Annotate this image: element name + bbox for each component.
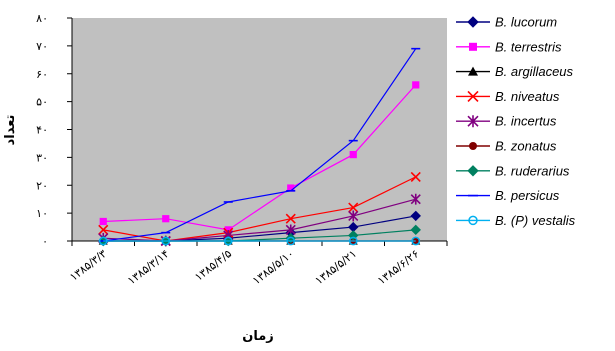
data-point — [410, 210, 421, 222]
data-point — [223, 236, 233, 246]
legend-marker — [467, 115, 479, 128]
y-tick-label: ۶۰ — [36, 68, 48, 81]
x-tick-label: ۱۳۸۵/۵/۲۱ — [313, 247, 359, 287]
legend-label: B. argillaceus — [495, 64, 574, 79]
y-tick-label: ۰ — [42, 235, 48, 248]
legend-item: B. persicus — [456, 188, 560, 203]
data-point — [99, 217, 107, 226]
legend-label: B. niveatus — [495, 89, 560, 104]
y-axis: ۰ ۱۰ ۲۰ ۳۰ ۴۰ ۵۰ ۶۰ ۷۰ ۸۰ — [36, 12, 73, 248]
legend-label: B. lucorum — [495, 15, 557, 30]
data-point — [348, 202, 359, 213]
x-axis-title: زمان — [242, 329, 274, 344]
legend-item: B. zonatus — [456, 139, 557, 154]
legend-item: B. (P) vestalis — [456, 213, 576, 228]
legend-marker — [467, 90, 479, 102]
data-point — [162, 215, 170, 223]
data-point — [410, 224, 421, 236]
data-point — [410, 193, 421, 205]
legend-label: B. terrestris — [495, 39, 562, 54]
data-point — [348, 210, 359, 222]
x-tick-label: ۱۳۸۵/۶/۲۶ — [375, 247, 421, 287]
y-tick-label: ۳۰ — [36, 151, 48, 164]
legend-item: B. ruderarius — [456, 163, 570, 178]
y-tick-label: ۵۰ — [36, 96, 48, 109]
data-point — [224, 226, 232, 234]
data-point — [161, 236, 171, 246]
legend-label: B. incertus — [495, 114, 557, 129]
series-2 — [99, 81, 420, 234]
legend-item: B. niveatus — [456, 89, 560, 104]
data-point — [348, 236, 358, 246]
data-point — [349, 150, 357, 159]
series-8 — [98, 47, 421, 242]
series-9 — [98, 236, 421, 246]
legend-marker — [467, 16, 479, 28]
data-point — [98, 224, 109, 235]
y-tick-label: ۸۰ — [36, 12, 48, 25]
legend-label: B. zonatus — [495, 139, 557, 154]
legend-marker — [467, 165, 479, 177]
legend-marker — [468, 66, 478, 76]
x-tick-label: ۱۳۸۵/۴/۵ — [192, 247, 234, 284]
series-line — [103, 176, 417, 242]
plot-area — [72, 18, 447, 241]
data-point — [287, 184, 295, 192]
y-axis-title: تعداد — [3, 115, 18, 146]
series-line — [103, 48, 417, 242]
y-tick-label: ۴۰ — [36, 124, 48, 137]
x-tick-label: ۱۳۸۵/۵/۱۰ — [250, 247, 296, 287]
legend-item: B. argillaceus — [456, 64, 574, 79]
legend-item: B. incertus — [456, 114, 557, 129]
legend: B. lucorum B. terrestris B. argillaceus B. … — [456, 15, 576, 228]
x-axis: ۱۳۸۵/۳/۳ ۱۳۸۵/۳/۱۴ ۱۳۸۵/۴/۵ ۱۳۸۵/۵/۱۰ ۱۳۸۵/۵… — [67, 240, 448, 287]
series-line — [103, 84, 417, 231]
legend-marker — [469, 42, 477, 51]
data-point — [286, 236, 296, 246]
legend-label: B. (P) vestalis — [495, 213, 576, 228]
data-point — [412, 81, 420, 89]
x-tick-label: ۱۳۸۵/۳/۱۴ — [125, 247, 172, 287]
data-point — [410, 171, 421, 182]
legend-item: B. terrestris — [456, 39, 562, 54]
legend-item: B. lucorum — [456, 15, 557, 30]
data-point — [285, 213, 296, 224]
legend-marker — [468, 215, 478, 226]
legend-marker — [469, 142, 477, 150]
x-tick-label: ۱۳۸۵/۳/۳ — [67, 247, 109, 284]
y-tick-label: ۱۰ — [36, 207, 48, 220]
y-tick-label: ۷۰ — [36, 40, 48, 53]
series-group — [98, 47, 421, 247]
data-point — [98, 236, 108, 246]
y-tick-label: ۲۰ — [36, 179, 48, 192]
data-point — [411, 236, 421, 246]
legend-label: B. ruderarius — [495, 163, 570, 178]
legend-label: B. persicus — [495, 188, 560, 203]
